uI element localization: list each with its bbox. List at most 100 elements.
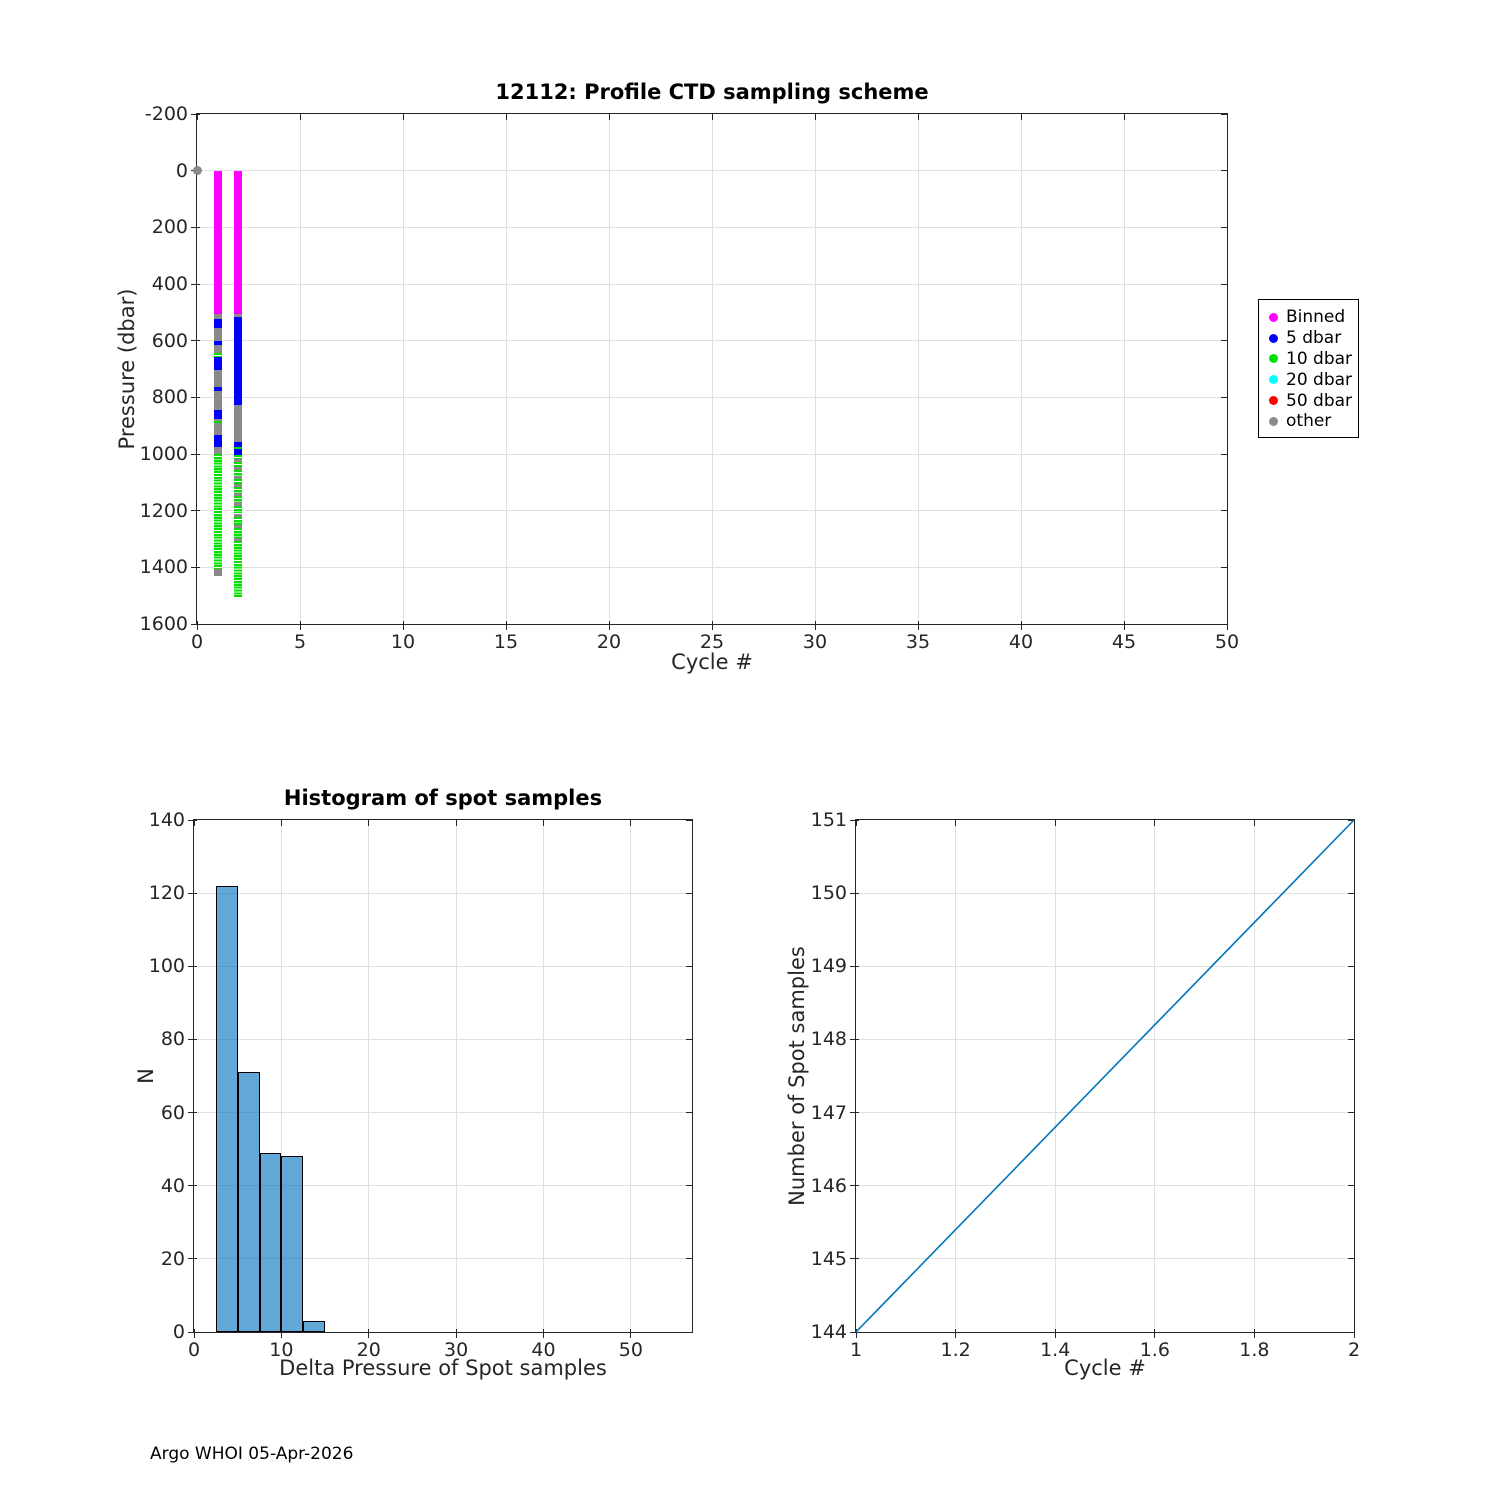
x-tick — [608, 621, 610, 630]
profile-segment — [213, 568, 222, 577]
x-tick-top — [402, 114, 404, 120]
y-tick — [850, 1038, 859, 1040]
y-tick-right — [686, 1258, 692, 1260]
x-tick — [1353, 1329, 1355, 1338]
profile-segment — [234, 442, 243, 448]
profile-segment — [213, 454, 222, 569]
x-tick-label: 35 — [905, 631, 931, 653]
x-tick — [299, 621, 301, 630]
y-tick — [850, 1258, 859, 1260]
y-tick-right — [686, 1038, 692, 1040]
x-tick-top — [1353, 820, 1355, 826]
profile-segment — [213, 344, 222, 354]
legend-marker-icon — [1269, 375, 1278, 385]
profile-segment — [234, 313, 243, 317]
y-tick-right — [1221, 283, 1227, 285]
histogram-title: Histogram of spot samples — [283, 786, 603, 810]
legend-marker-icon — [1269, 354, 1278, 364]
x-tick — [917, 621, 919, 630]
profile-segment — [234, 404, 243, 443]
x-tick-label: 30 — [802, 631, 828, 653]
spot-samples-xaxis-label: Cycle # — [1064, 1356, 1146, 1380]
profile-segment — [234, 461, 243, 468]
x-tick-top — [917, 114, 919, 120]
x-tick-label: 40 — [531, 1339, 556, 1361]
y-tick — [850, 965, 859, 967]
y-tick-right — [1221, 510, 1227, 512]
legend-label: 20 dbar — [1286, 369, 1353, 390]
profile-segment — [234, 484, 243, 488]
profile-segment — [213, 418, 222, 421]
legend-marker-icon — [1269, 396, 1278, 406]
profile-segment — [234, 478, 243, 485]
legend-item: other — [1269, 411, 1354, 432]
histogram-yaxis-label: N — [134, 1068, 158, 1084]
ctd-xaxis-label: Cycle # — [671, 650, 753, 674]
y-tick-label: 145 — [810, 1247, 847, 1270]
x-tick — [505, 621, 507, 630]
y-tick — [191, 396, 200, 398]
y-tick-right — [1348, 819, 1354, 821]
y-tick — [188, 892, 197, 894]
histogram-xaxis-label: Delta Pressure of Spot samples — [279, 1356, 607, 1380]
y-gridline — [197, 170, 1227, 172]
hist-bar — [281, 1156, 304, 1332]
x-tick — [196, 621, 198, 630]
x-tick-top — [711, 114, 713, 120]
x-tick-top — [280, 820, 282, 826]
x-gridline — [455, 820, 457, 1332]
x-tick-top — [455, 820, 457, 826]
y-tick — [191, 113, 200, 115]
x-gridline — [1054, 820, 1056, 1332]
y-tick — [191, 623, 200, 625]
y-tick — [188, 1038, 197, 1040]
x-tick-top — [1020, 114, 1022, 120]
y-tick-label: 0 — [172, 1321, 185, 1343]
x-tick-top — [608, 114, 610, 120]
x-tick — [855, 1329, 857, 1338]
ctd-yaxis-label: Pressure (dbar) — [115, 288, 139, 450]
y-tick-right — [1348, 1112, 1354, 1114]
profile-segment — [234, 470, 243, 476]
x-tick — [1123, 621, 1125, 630]
x-tick-label: 5 — [293, 631, 307, 653]
profile-segment — [234, 449, 243, 455]
y-tick-label: 1600 — [139, 613, 188, 635]
y-tick-label: 1000 — [139, 443, 188, 465]
profile-segment — [234, 540, 243, 599]
profile-segment — [234, 528, 243, 538]
legend-label: other — [1286, 411, 1332, 432]
y-tick-label: 150 — [810, 882, 847, 905]
profile-segment — [234, 467, 243, 471]
profile-segment — [234, 495, 243, 503]
y-tick-right — [686, 892, 692, 894]
x-tick-top — [542, 820, 544, 826]
x-tick-label: 1.6 — [1139, 1339, 1170, 1361]
y-tick-label: 151 — [810, 809, 847, 831]
profile-segment — [234, 475, 243, 479]
x-tick-top — [1253, 820, 1255, 826]
y-tick — [188, 1331, 197, 1333]
x-tick — [1154, 1329, 1156, 1338]
profile-segment — [213, 386, 222, 391]
x-tick-top — [196, 114, 198, 120]
x-tick — [193, 1329, 195, 1338]
y-tick-right — [1348, 1258, 1354, 1260]
y-tick — [191, 226, 200, 228]
hist-bar — [237, 1072, 260, 1332]
x-tick-label: 1 — [849, 1339, 863, 1361]
y-gridline — [856, 1185, 1354, 1187]
y-gridline — [197, 396, 1227, 398]
x-gridline — [505, 114, 507, 624]
y-tick-right — [1221, 453, 1227, 455]
ctd-axes: 0 5 10 15 20 25 30 35 40 45 50 -200 0 200 400 600 800 100… — [140, 103, 1239, 653]
profile-segment — [213, 313, 222, 320]
y-tick — [850, 819, 859, 821]
y-tick-right — [686, 1185, 692, 1187]
x-tick-label: 40 — [1008, 631, 1034, 653]
profile-segment — [234, 487, 243, 493]
x-tick-top — [814, 114, 816, 120]
x-tick — [1020, 621, 1022, 630]
profile-segment — [234, 458, 243, 462]
